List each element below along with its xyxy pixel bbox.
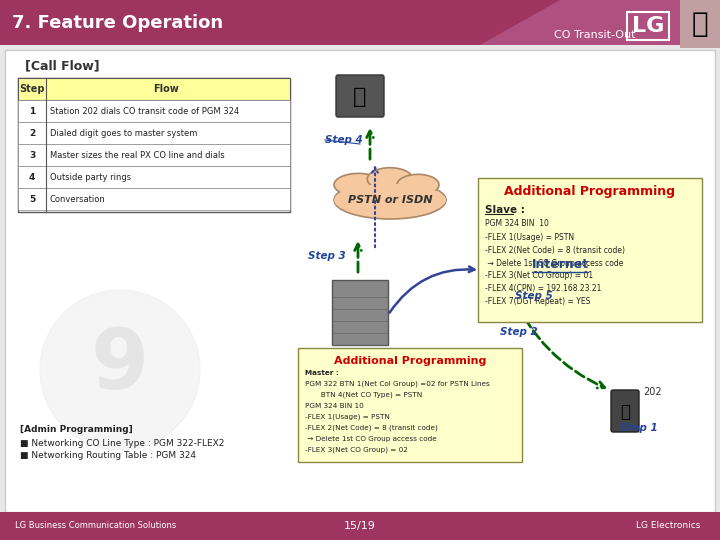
Ellipse shape: [367, 168, 413, 191]
FancyBboxPatch shape: [611, 390, 639, 432]
FancyBboxPatch shape: [5, 50, 715, 512]
Text: -FLEX 7(DGT Repeat) = YES: -FLEX 7(DGT Repeat) = YES: [485, 298, 590, 307]
Text: Flow: Flow: [153, 84, 179, 94]
Polygon shape: [480, 0, 720, 45]
Text: -FLEX 2(Net Code) = 8 (transit code): -FLEX 2(Net Code) = 8 (transit code): [485, 246, 625, 254]
Text: 2: 2: [29, 129, 35, 138]
Ellipse shape: [568, 240, 616, 265]
Text: Dialed digit goes to master system: Dialed digit goes to master system: [50, 129, 197, 138]
Text: -FLEX 1(Usage) = PSTN: -FLEX 1(Usage) = PSTN: [485, 233, 574, 241]
FancyBboxPatch shape: [18, 100, 290, 122]
Text: Slave :: Slave :: [485, 205, 525, 215]
Text: Step 3: Step 3: [308, 251, 346, 261]
Text: PGM 322 BTN 1(Net Col Group) =02 for PSTN Lines: PGM 322 BTN 1(Net Col Group) =02 for PST…: [305, 381, 490, 387]
Text: LG: LG: [632, 16, 664, 36]
FancyBboxPatch shape: [298, 348, 522, 462]
Text: 7. Feature Operation: 7. Feature Operation: [12, 14, 223, 32]
FancyBboxPatch shape: [680, 0, 720, 48]
FancyBboxPatch shape: [18, 122, 290, 144]
Text: 👤: 👤: [692, 10, 708, 38]
Text: 15/19: 15/19: [344, 521, 376, 531]
Text: -FLEX 4(CPN) = 192.168.23.21: -FLEX 4(CPN) = 192.168.23.21: [485, 285, 601, 294]
Text: -FLEX 1(Usage) = PSTN: -FLEX 1(Usage) = PSTN: [305, 414, 390, 420]
Text: Outside party rings: Outside party rings: [50, 172, 131, 181]
FancyBboxPatch shape: [332, 280, 388, 345]
FancyBboxPatch shape: [18, 144, 290, 166]
Text: 4: 4: [29, 172, 35, 181]
Text: 5: 5: [29, 194, 35, 204]
Ellipse shape: [397, 174, 439, 195]
Text: 9: 9: [91, 325, 149, 406]
FancyBboxPatch shape: [18, 166, 290, 188]
Circle shape: [40, 290, 200, 450]
Text: Step 2: Step 2: [500, 327, 538, 337]
Text: LG Business Communication Solutions: LG Business Communication Solutions: [15, 522, 176, 530]
Ellipse shape: [334, 173, 383, 196]
Ellipse shape: [534, 232, 586, 259]
Text: Station 202 dials CO transit code of PGM 324: Station 202 dials CO transit code of PGM…: [50, 106, 239, 116]
Text: Additional Programming: Additional Programming: [334, 356, 486, 366]
Ellipse shape: [334, 181, 446, 219]
Text: Step: Step: [19, 84, 45, 94]
Text: 1: 1: [29, 106, 35, 116]
Ellipse shape: [496, 247, 624, 293]
Text: 📱: 📱: [620, 403, 630, 421]
Text: CO Transit-Out: CO Transit-Out: [554, 30, 636, 40]
Text: [Call Flow]: [Call Flow]: [25, 59, 99, 72]
FancyBboxPatch shape: [18, 78, 290, 212]
Text: BTN 4(Net CO Type) = PSTN: BTN 4(Net CO Type) = PSTN: [305, 392, 422, 399]
Ellipse shape: [496, 239, 552, 266]
Ellipse shape: [334, 184, 446, 216]
Text: PGM 324 BIN 10: PGM 324 BIN 10: [305, 403, 364, 409]
FancyBboxPatch shape: [478, 178, 702, 322]
Text: -FLEX 2(Net Code) = 8 (transit code): -FLEX 2(Net Code) = 8 (transit code): [305, 425, 438, 431]
Text: 3: 3: [29, 151, 35, 159]
FancyBboxPatch shape: [0, 512, 720, 540]
FancyBboxPatch shape: [18, 78, 290, 100]
Text: ■ Networking CO Line Type : PGM 322-FLEX2: ■ Networking CO Line Type : PGM 322-FLEX…: [20, 438, 225, 448]
Text: -FLEX 3(Net CO Group) = 02: -FLEX 3(Net CO Group) = 02: [305, 447, 408, 453]
Text: → Delete 1st CO Group access code: → Delete 1st CO Group access code: [485, 259, 624, 267]
Text: LG Electronics: LG Electronics: [636, 522, 700, 530]
Ellipse shape: [496, 251, 624, 289]
Text: Step 5: Step 5: [515, 291, 553, 301]
Text: → Delete 1st CO Group access code: → Delete 1st CO Group access code: [305, 436, 437, 442]
Text: 202: 202: [643, 387, 662, 397]
Text: PGM 324 BIN  10: PGM 324 BIN 10: [485, 219, 549, 228]
FancyBboxPatch shape: [0, 0, 720, 45]
FancyBboxPatch shape: [18, 188, 290, 210]
Text: Master :: Master :: [305, 370, 338, 376]
Text: -FLEX 3(Net CO Group) = 01: -FLEX 3(Net CO Group) = 01: [485, 272, 593, 280]
Text: PSTN or ISDN: PSTN or ISDN: [348, 195, 432, 205]
Text: Conversation: Conversation: [50, 194, 106, 204]
Text: Additional Programming: Additional Programming: [505, 186, 675, 199]
Text: Internet: Internet: [531, 259, 588, 272]
Text: Step 4: Step 4: [325, 135, 363, 145]
FancyBboxPatch shape: [336, 75, 384, 117]
Text: 📞: 📞: [354, 87, 366, 107]
Text: ■ Networking Routing Table : PGM 324: ■ Networking Routing Table : PGM 324: [20, 451, 196, 461]
Text: [Admin Programming]: [Admin Programming]: [20, 426, 132, 435]
Text: Step 1: Step 1: [620, 423, 658, 433]
Text: Master sizes the real PX CO line and dials: Master sizes the real PX CO line and dia…: [50, 151, 225, 159]
